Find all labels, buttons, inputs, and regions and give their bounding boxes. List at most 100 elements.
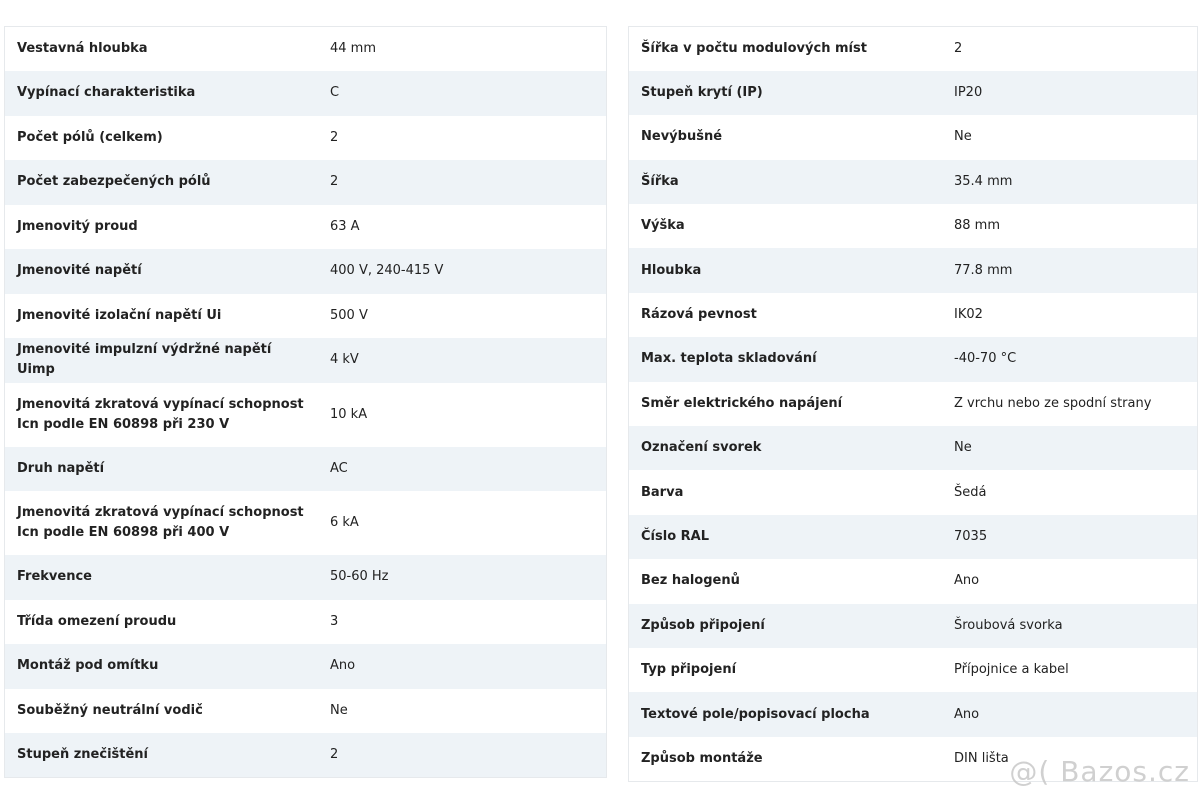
spec-value: AC: [330, 460, 348, 476]
spec-value: -40-70 °C: [954, 351, 1017, 367]
spec-row: Stupeň znečištění 2: [4, 733, 607, 778]
spec-row: Jmenovitý proud 63 A: [5, 205, 607, 250]
spec-row: Jmenovité impulzní výdržné napětí Uimp 4 …: [4, 338, 607, 383]
spec-value: 35.4 mm: [954, 173, 1013, 189]
spec-table: Vestavná hloubka 44 mm Vypínací charakteri…: [4, 26, 607, 778]
spec-label: Jmenovité napětí: [17, 263, 142, 279]
spec-row: Vestavná hloubka 44 mm: [5, 27, 607, 72]
spec-row: Šířka v počtu modulových míst 2: [629, 27, 1198, 71]
spec-label: Max. teplota skladování: [641, 351, 817, 367]
spec-label: Stupeň znečištění: [17, 747, 149, 762]
spec-label: Jmenovitá zkratová vypínací schopnost Ic…: [17, 396, 304, 432]
spec-label: Hloubka: [641, 262, 702, 278]
spec-value: Šroubová svorka: [954, 617, 1063, 633]
spec-label: Souběžný neutrální vodič: [17, 702, 203, 718]
spec-row: Stupeň krytí (IP) IP20: [628, 70, 1198, 116]
spec-row: Vypínací charakteristika C: [4, 71, 607, 116]
spec-value: Ano: [330, 658, 356, 674]
spec-value: 44 mm: [330, 41, 377, 56]
spec-label: Textové pole/popisovací plocha: [641, 706, 870, 722]
spec-label: Číslo RAL: [641, 528, 710, 544]
spec-row: Typ připojení Přípojnice a kabel: [629, 648, 1198, 692]
spec-label: Druh napětí: [17, 460, 105, 476]
spec-value: 2: [954, 40, 963, 56]
spec-row: Bez halogenů Ano: [629, 559, 1198, 603]
spec-row: Označení svorek Ne: [628, 426, 1198, 471]
spec-row: Způsob montáže DIN lišta: [629, 737, 1198, 781]
spec-label: Šířka v počtu modulových míst: [641, 40, 867, 56]
spec-row: Jmenovité napětí 400 V, 240-415 V: [4, 249, 607, 294]
spec-label: Třída omezení proudu: [17, 613, 177, 629]
spec-row: Směr elektrického napájení Z vrchu nebo z…: [629, 382, 1198, 426]
spec-label: Šířka: [641, 173, 679, 189]
spec-label: Stupeň krytí (IP): [641, 85, 763, 101]
spec-label: Směr elektrického napájení: [641, 395, 843, 411]
spec-row: Počet zabezpečených pólů 2: [4, 160, 607, 205]
spec-value: Ne: [330, 702, 348, 718]
spec-value: DIN lišta: [954, 750, 1009, 766]
spec-row: Druh napětí AC: [4, 446, 607, 491]
spec-row: Jmenovité izolační napětí Ui 500 V: [5, 294, 607, 339]
spec-row: Max. teplota skladování -40-70 °C: [628, 337, 1198, 382]
spec-row: Způsob připojení Šroubová svorka: [628, 603, 1198, 648]
spec-value: IK02: [954, 307, 983, 323]
spec-row: Jmenovitá zkratová vypínací schopnost Ic…: [5, 383, 607, 447]
spec-row: Číslo RAL 7035: [628, 514, 1198, 560]
spec-value: Ano: [954, 573, 980, 589]
spec-row: Třída omezení proudu 3: [5, 600, 607, 645]
spec-label: Jmenovitý proud: [17, 218, 138, 234]
spec-row: Textové pole/popisovací plocha Ano: [628, 692, 1198, 737]
spec-value: 500 V: [330, 307, 368, 323]
spec-label: Jmenovité izolační napětí Ui: [17, 307, 222, 323]
spec-label: Vestavná hloubka: [17, 41, 148, 56]
spec-value: IP20: [954, 85, 983, 101]
spec-value: Šedá: [954, 484, 987, 500]
spec-value: Ne: [954, 440, 972, 456]
spec-label: Vypínací charakteristika: [17, 85, 196, 101]
spec-value: 77.8 mm: [954, 262, 1013, 278]
spec-label: Frekvence: [17, 569, 92, 585]
spec-row: Hloubka 77.8 mm: [628, 248, 1198, 293]
spec-label: Nevýbušné: [641, 129, 723, 145]
spec-label: Výška: [641, 218, 685, 234]
spec-label: Označení svorek: [641, 440, 762, 456]
spec-row: Souběžný neutrální vodič Ne: [5, 689, 607, 734]
spec-label: Způsob montáže: [641, 750, 763, 766]
spec-row: Nevýbušné Ne: [629, 115, 1198, 159]
spec-label: Jmenovité impulzní výdržné napětí Uimp: [17, 342, 272, 378]
spec-value: Ano: [954, 706, 980, 722]
spec-value: 10 kA: [330, 406, 368, 422]
spec-value: Přípojnice a kabel: [954, 662, 1069, 678]
spec-label: Barva: [641, 484, 684, 500]
spec-value: Ne: [954, 129, 972, 145]
spec-value: C: [330, 85, 340, 101]
spec-row: Barva Šedá: [629, 470, 1198, 514]
spec-value: 7035: [954, 528, 988, 544]
spec-row: Jmenovitá zkratová vypínací schopnost Ic…: [5, 491, 607, 555]
spec-value: 2: [330, 129, 339, 145]
spec-label: Montáž pod omítku: [17, 658, 159, 674]
spec-value: 400 V, 240-415 V: [330, 263, 444, 279]
spec-label: Typ připojení: [641, 662, 737, 678]
spec-value: 2: [330, 174, 339, 190]
spec-row: Počet pólů (celkem) 2: [5, 116, 607, 161]
spec-row: Frekvence 50-60 Hz: [4, 555, 607, 600]
spec-row: Montáž pod omítku Ano: [4, 644, 607, 689]
spec-row: Rázová pevnost IK02: [629, 293, 1198, 337]
spec-value: Z vrchu nebo ze spodní strany: [954, 395, 1152, 411]
spec-value: 50-60 Hz: [330, 569, 389, 585]
spec-value: 88 mm: [954, 218, 1001, 234]
spec-label: Způsob připojení: [641, 617, 765, 633]
spec-row: Šířka 35.4 mm: [628, 159, 1198, 205]
watermark: @( Bazos.cz: [1009, 755, 1190, 788]
spec-value: 2: [330, 747, 339, 762]
spec-value: 3: [330, 613, 339, 629]
spec-label: Bez halogenů: [641, 573, 740, 589]
spec-label: Rázová pevnost: [641, 307, 757, 323]
spec-value: 63 A: [330, 218, 360, 234]
spec-value: 6 kA: [330, 515, 359, 530]
spec-label: Počet pólů (celkem): [17, 129, 163, 145]
spec-value: 4 kV: [330, 352, 359, 368]
spec-table: Šířka v počtu modulových míst 2 Stupeň kry…: [628, 26, 1198, 782]
spec-label: Jmenovitá zkratová vypínací schopnost Ic…: [17, 505, 304, 540]
